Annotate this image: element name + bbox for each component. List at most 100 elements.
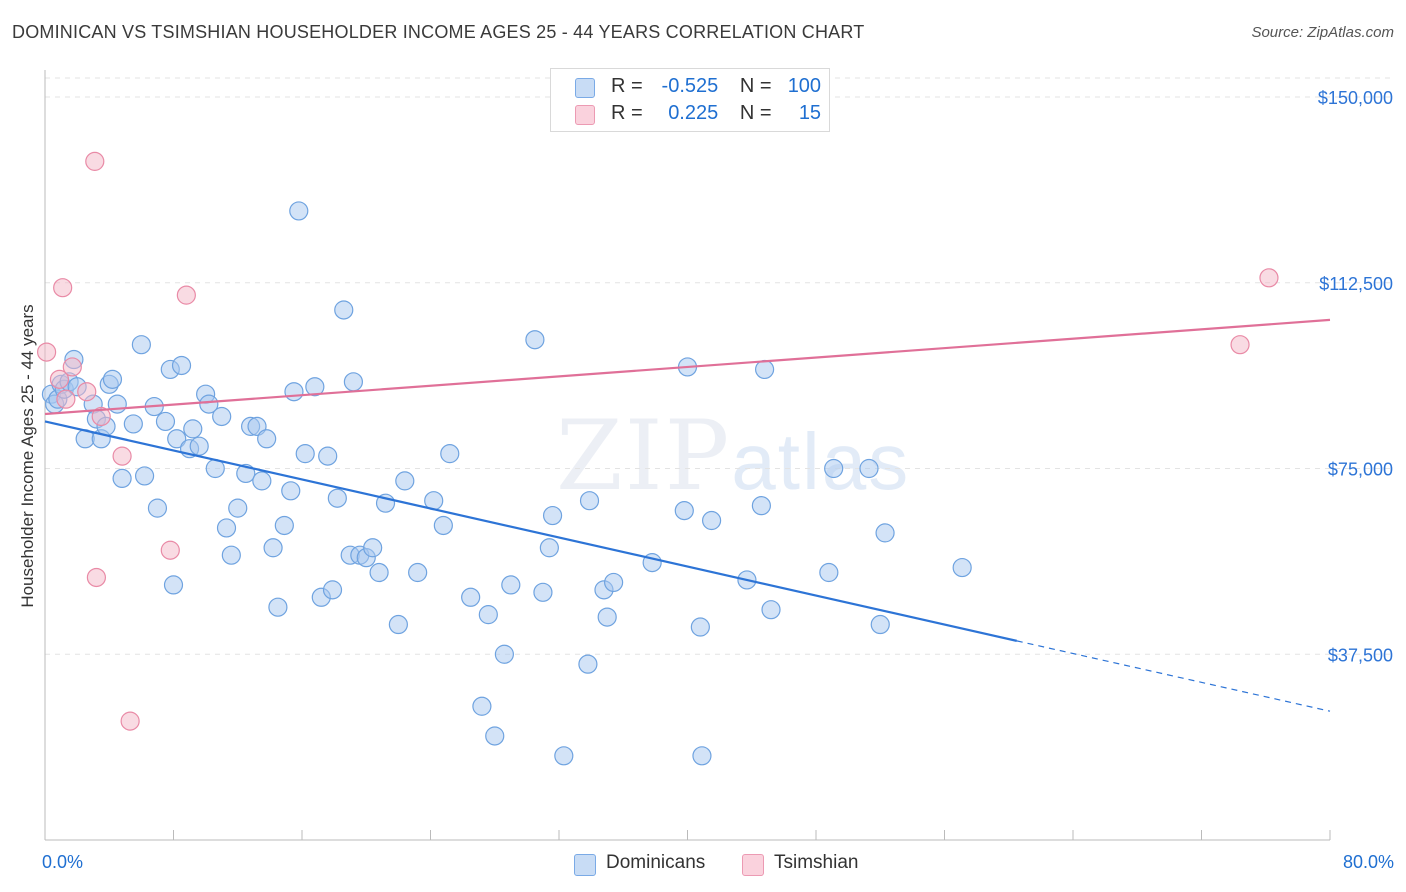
point-dominicans xyxy=(221,545,241,565)
point-dominicans xyxy=(236,463,256,484)
legend-swatch-tsimshian xyxy=(575,105,595,125)
x-tick-label-max: 80.0% xyxy=(1342,852,1394,872)
trend-line-dominicans-extension xyxy=(1016,640,1331,712)
point-dominicans xyxy=(155,411,176,432)
legend-n-label: N = xyxy=(739,75,772,97)
point-dominicans xyxy=(674,501,694,521)
point-dominicans xyxy=(433,515,453,536)
point-dominicans xyxy=(761,600,781,620)
point-dominicans xyxy=(318,446,338,466)
point-dominicans xyxy=(228,498,248,518)
series-name-tsimshian: Tsimshian xyxy=(774,852,859,873)
point-dominicans xyxy=(327,488,347,508)
point-tsimshian xyxy=(176,285,196,305)
point-dominicans xyxy=(408,562,428,583)
point-dominicans xyxy=(107,394,127,414)
legend-n-label: N = xyxy=(739,102,772,124)
point-dominicans xyxy=(604,572,624,593)
legend-r-value: 0.225 xyxy=(668,102,719,124)
point-dominicans xyxy=(268,597,288,617)
point-dominicans xyxy=(281,481,301,501)
point-dominicans xyxy=(216,518,237,538)
point-dominicans xyxy=(692,746,712,766)
point-dominicans xyxy=(343,372,363,392)
point-dominicans xyxy=(123,414,143,434)
point-dominicans xyxy=(102,369,123,389)
point-dominicans xyxy=(284,382,304,402)
point-tsimshian xyxy=(53,278,73,298)
point-dominicans xyxy=(525,330,545,350)
point-tsimshian xyxy=(160,540,180,560)
point-dominicans xyxy=(870,614,890,635)
watermark-atlas: atlas xyxy=(731,417,911,506)
point-dominicans xyxy=(274,515,294,536)
point-dominicans xyxy=(163,575,184,595)
series-swatch-dominicans xyxy=(574,854,596,876)
point-dominicans xyxy=(322,580,343,600)
point-dominicans xyxy=(257,429,277,449)
point-dominicans xyxy=(263,538,283,558)
point-dominicans xyxy=(199,394,219,414)
point-dominicans xyxy=(485,726,505,746)
trend-line-dominicans xyxy=(44,420,1018,642)
chart-title: DOMINICAN VS TSIMSHIAN HOUSEHOLDER INCOM… xyxy=(12,22,865,42)
point-dominicans xyxy=(440,444,460,464)
series-name-dominicans: Dominicans xyxy=(606,852,706,873)
point-dominicans xyxy=(751,496,771,516)
point-dominicans xyxy=(754,359,775,380)
point-dominicans xyxy=(363,538,383,558)
point-dominicans xyxy=(542,505,563,526)
point-tsimshian xyxy=(56,389,76,409)
point-dominicans xyxy=(183,419,203,439)
point-dominicans xyxy=(597,607,617,627)
point-dominicans xyxy=(147,498,168,518)
point-tsimshian xyxy=(1259,268,1279,288)
series-swatch-tsimshian xyxy=(742,854,764,876)
point-dominicans xyxy=(252,471,272,491)
point-dominicans xyxy=(701,510,722,531)
point-dominicans xyxy=(690,617,710,637)
stats-legend: R = -0.525 N = 100 R = 0.225 N = 15 xyxy=(550,68,830,132)
series-legend: Dominicans Tsimshian xyxy=(0,852,1406,876)
point-dominicans xyxy=(212,406,232,427)
point-dominicans xyxy=(334,300,354,320)
legend-r-label: R = xyxy=(611,102,643,124)
point-dominicans xyxy=(388,614,408,635)
point-dominicans xyxy=(824,458,844,479)
point-dominicans xyxy=(461,587,481,607)
point-dominicans xyxy=(579,491,600,511)
point-dominicans xyxy=(189,436,209,456)
y-tick-label: $112,500 xyxy=(1319,274,1393,294)
point-tsimshian xyxy=(86,567,107,588)
y-tick-label: $150,000 xyxy=(1318,88,1393,108)
legend-r-label: R = xyxy=(611,75,643,97)
point-tsimshian xyxy=(112,446,132,466)
point-dominicans xyxy=(501,575,521,595)
legend-n-value: 100 xyxy=(787,75,822,97)
legend-swatch-dominicans xyxy=(575,78,595,98)
point-dominicans xyxy=(539,538,559,558)
point-dominicans xyxy=(369,562,389,583)
point-dominicans xyxy=(171,355,192,376)
point-dominicans xyxy=(305,377,325,397)
legend-n-value: 15 xyxy=(798,102,822,124)
point-tsimshian xyxy=(85,151,105,171)
point-dominicans xyxy=(472,696,492,716)
point-dominicans xyxy=(395,471,415,491)
point-tsimshian xyxy=(91,406,111,427)
legend-r-value: -0.525 xyxy=(661,75,719,97)
point-dominicans xyxy=(167,429,187,449)
point-dominicans xyxy=(859,458,879,479)
y-tick-label: $37,500 xyxy=(1328,645,1393,665)
point-tsimshian xyxy=(37,342,57,362)
x-tick-label-min: 0.0% xyxy=(42,852,84,872)
point-tsimshian xyxy=(49,369,70,389)
point-dominicans xyxy=(554,746,574,766)
y-axis-label: Householder Income Ages 25 - 44 years xyxy=(18,304,37,608)
point-tsimshian xyxy=(1230,335,1250,355)
point-dominicans xyxy=(478,605,498,625)
y-tick-label: $75,000 xyxy=(1328,460,1393,480)
point-dominicans xyxy=(819,562,839,583)
point-tsimshian xyxy=(120,711,140,731)
